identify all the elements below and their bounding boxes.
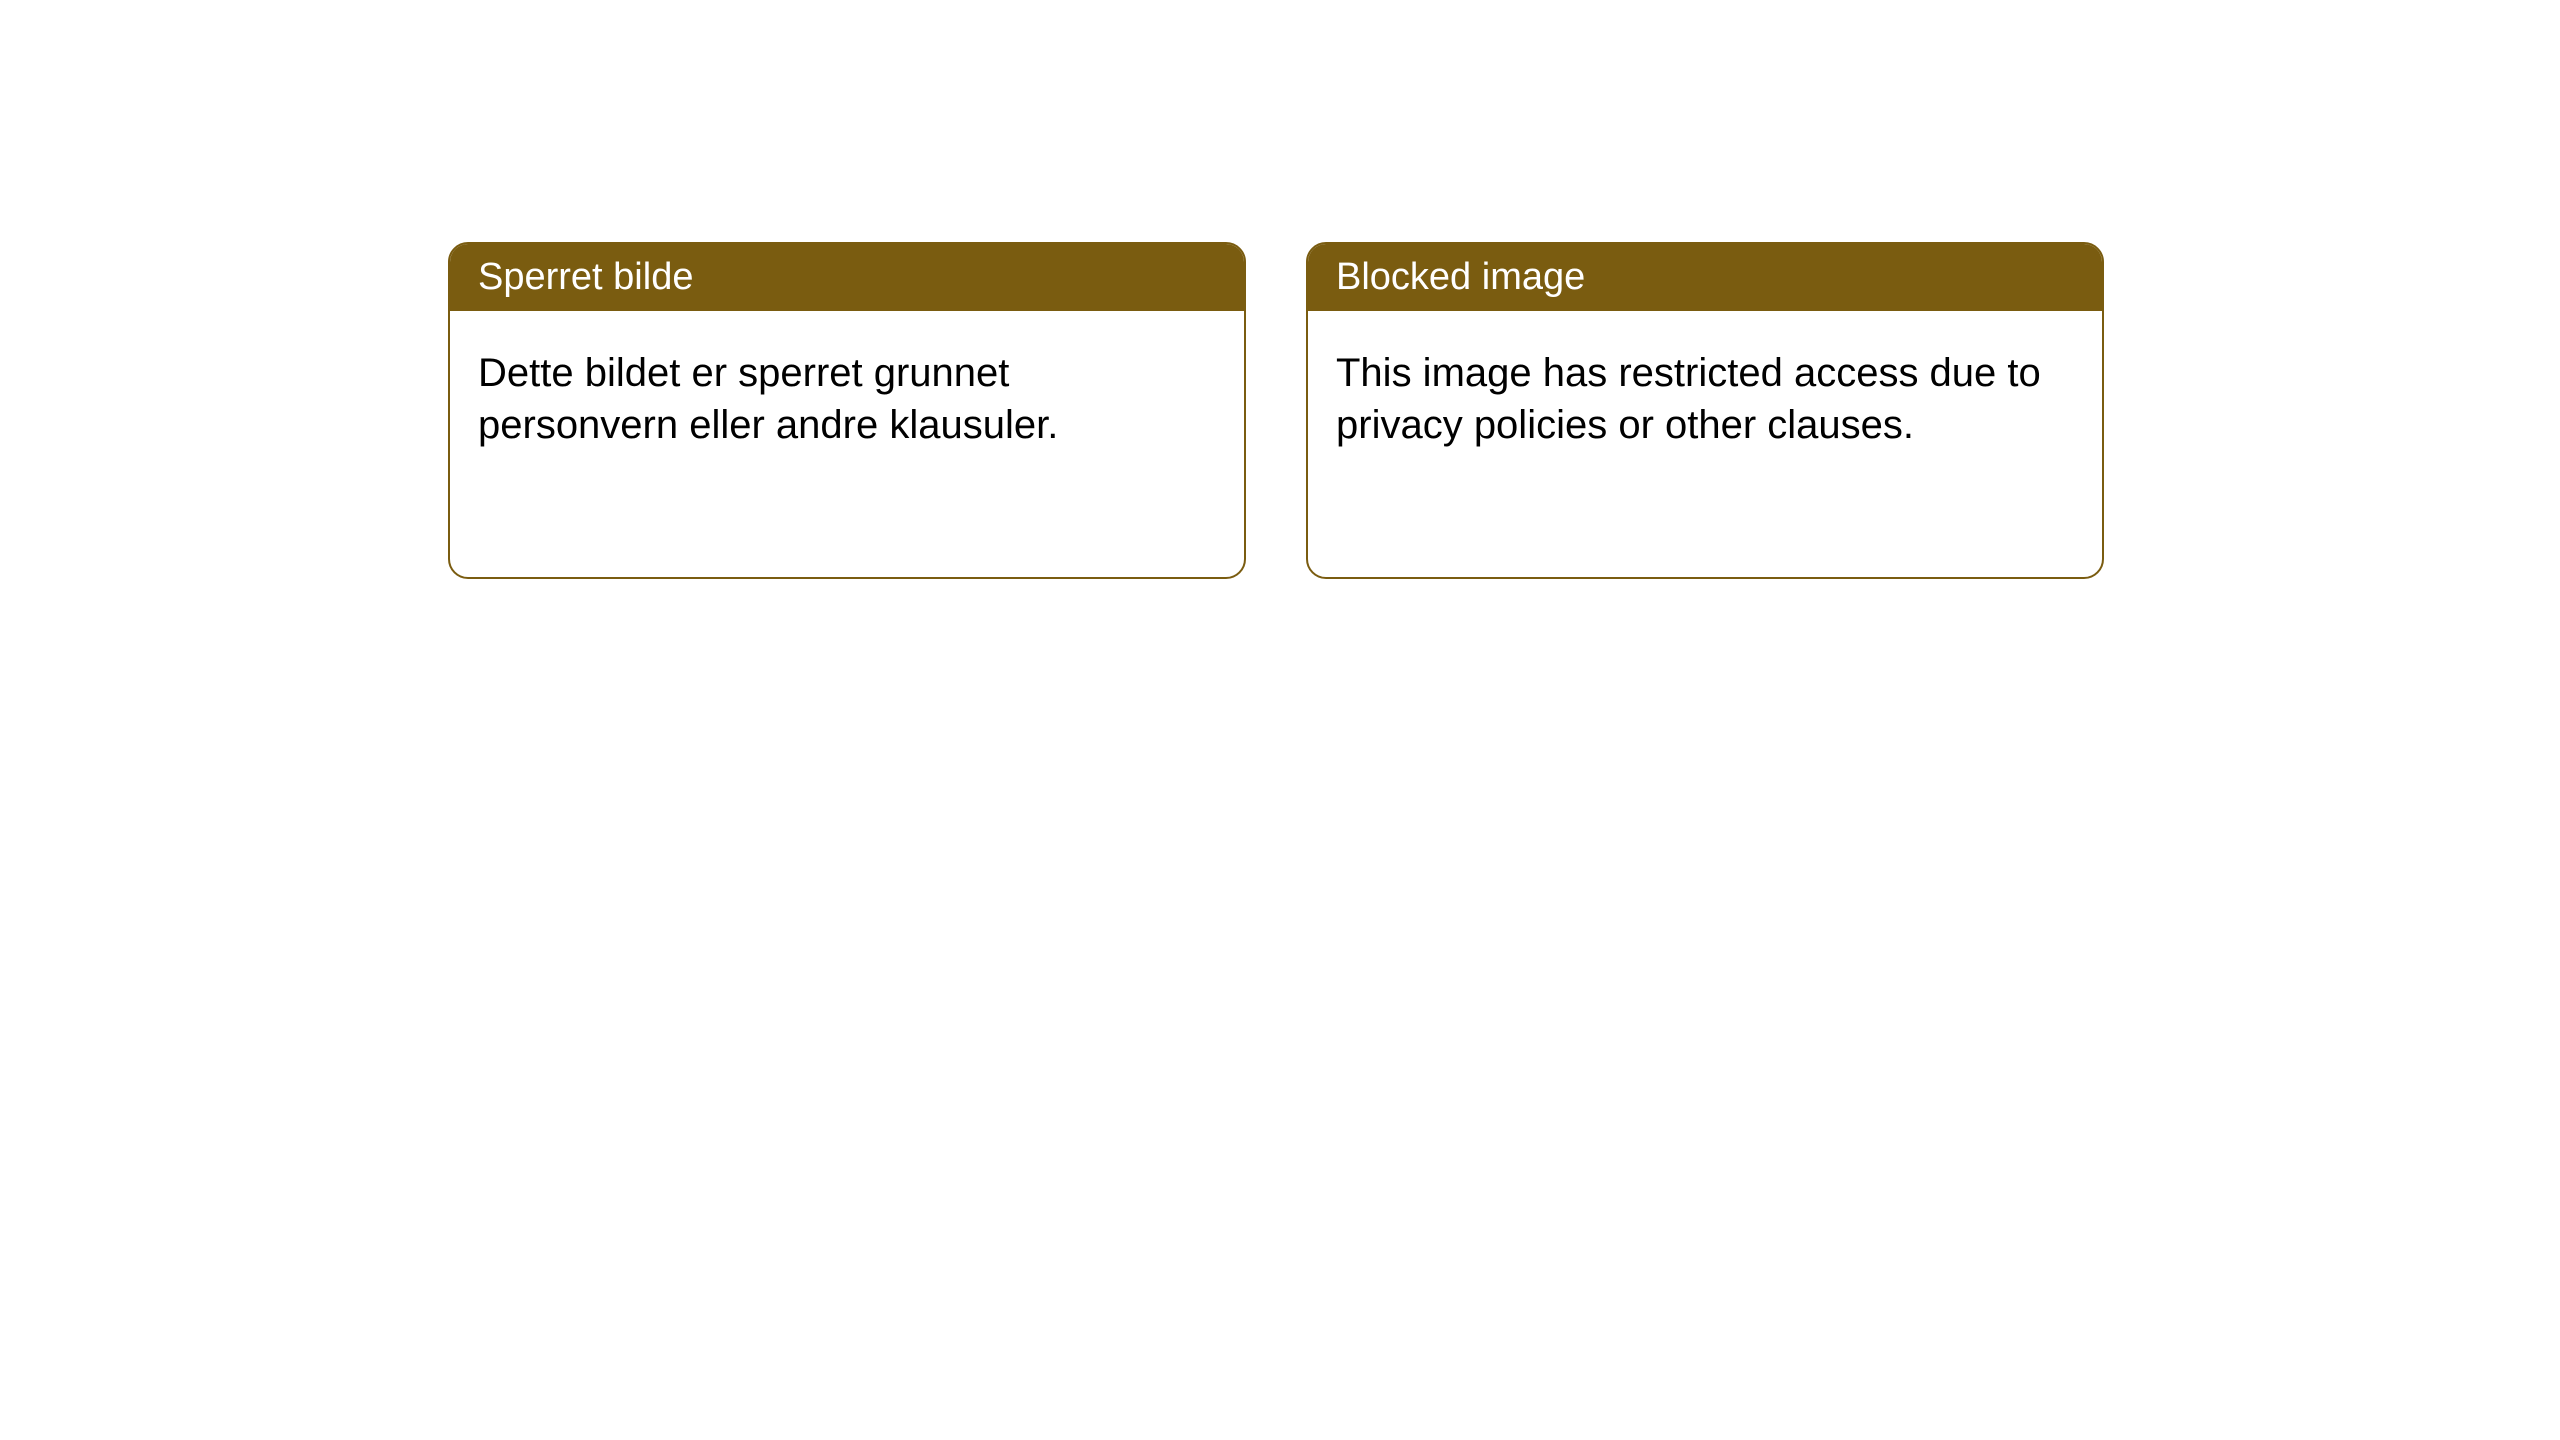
card-body: Dette bildet er sperret grunnet personve… xyxy=(450,311,1244,487)
card-title: Sperret bilde xyxy=(478,256,693,298)
card-header: Sperret bilde xyxy=(450,244,1244,311)
card-container: Sperret bilde Dette bildet er sperret gr… xyxy=(0,0,2560,579)
card-header: Blocked image xyxy=(1308,244,2102,311)
card-body-text: Dette bildet er sperret grunnet personve… xyxy=(478,351,1058,447)
notice-card-norwegian: Sperret bilde Dette bildet er sperret gr… xyxy=(448,242,1246,579)
card-body: This image has restricted access due to … xyxy=(1308,311,2102,487)
card-title: Blocked image xyxy=(1336,256,1585,298)
notice-card-english: Blocked image This image has restricted … xyxy=(1306,242,2104,579)
card-body-text: This image has restricted access due to … xyxy=(1336,351,2041,447)
